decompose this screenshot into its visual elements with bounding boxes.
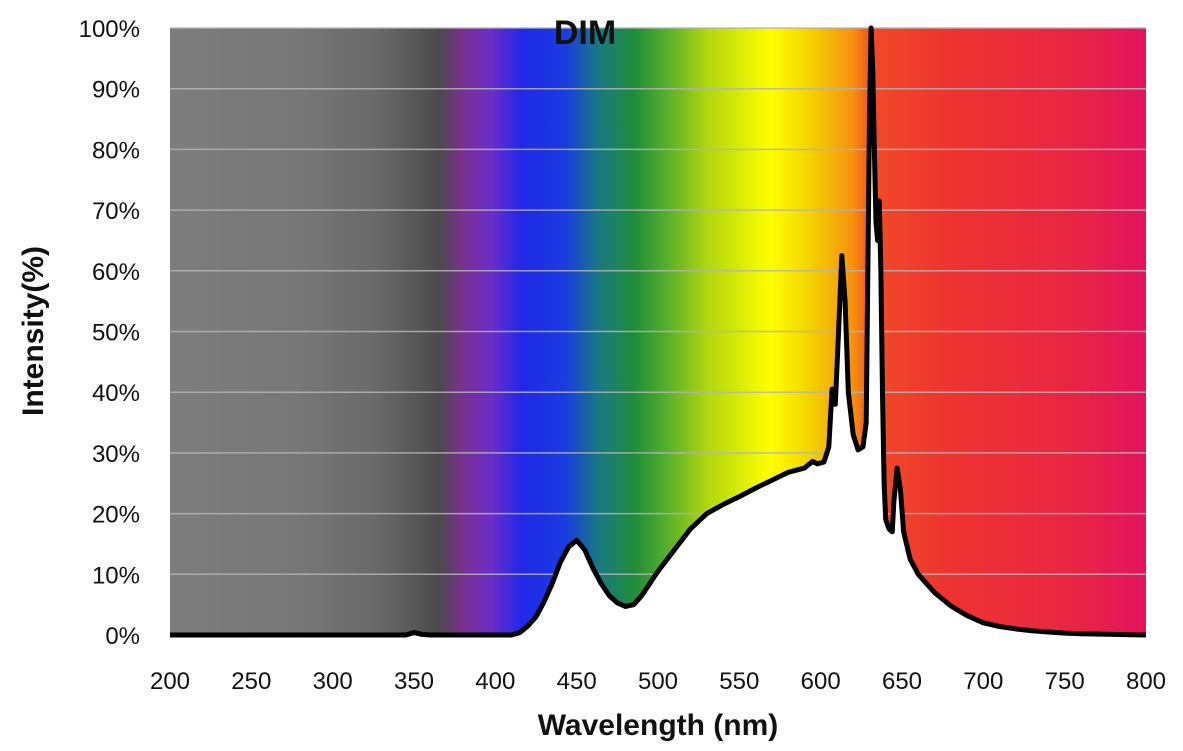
x-tick-label: 550 — [719, 668, 759, 695]
x-tick-label: 750 — [1045, 668, 1085, 695]
x-tick-label: 700 — [963, 668, 1003, 695]
y-tick-label: 100% — [79, 16, 140, 43]
y-tick-label: 60% — [92, 259, 140, 286]
x-tick-label: 250 — [231, 668, 271, 695]
y-tick-label: 90% — [92, 77, 140, 104]
x-tick-label: 600 — [801, 668, 841, 695]
y-tick-label: 10% — [92, 562, 140, 589]
y-tick-label: 50% — [92, 320, 140, 347]
y-tick-label: 40% — [92, 380, 140, 407]
x-tick-label: 200 — [150, 668, 190, 695]
x-axis-title: Wavelength (nm) — [538, 709, 779, 742]
x-tick-label: 300 — [313, 668, 353, 695]
y-tick-label: 0% — [105, 623, 140, 650]
spectrum-series-line — [170, 25, 1147, 638]
x-tick-label: 500 — [638, 668, 678, 695]
y-tick-label: 70% — [92, 198, 140, 225]
y-axis-title: Intensity(%) — [17, 246, 50, 416]
x-axis-ticks: 200 250 300 350 400 450 500 550 600 650 700 750 800 — [150, 668, 1166, 695]
gridlines — [170, 27, 1146, 576]
y-axis-ticks: 0% 10% 20% 30% 40% 50% 60% 70% 80% 90% 100% — [79, 16, 140, 650]
y-tick-label: 30% — [92, 441, 140, 468]
chart-title: DIM — [554, 14, 616, 52]
y-tick-label: 20% — [92, 502, 140, 529]
x-tick-label: 400 — [475, 668, 515, 695]
x-tick-label: 450 — [557, 668, 597, 695]
x-tick-label: 350 — [394, 668, 434, 695]
x-tick-label: 650 — [882, 668, 922, 695]
y-tick-label: 80% — [92, 137, 140, 164]
x-tick-label: 800 — [1126, 668, 1166, 695]
